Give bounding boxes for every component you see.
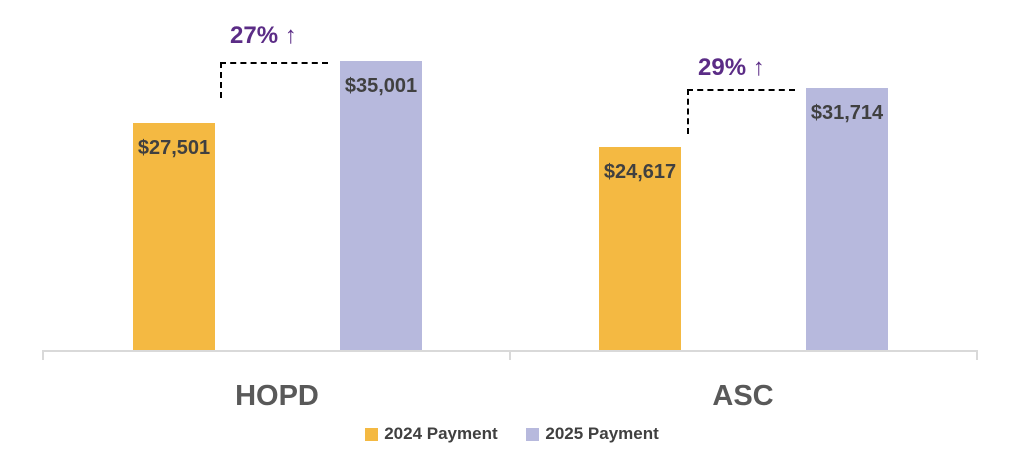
dashed-connector-hopd [220, 62, 328, 98]
value-label-hopd-2024: $27,501 [137, 137, 211, 159]
dashed-connector-asc [687, 89, 795, 134]
x-axis-tick [976, 350, 978, 360]
x-axis-tick [42, 350, 44, 360]
legend-label-2024: 2024 Payment [384, 424, 498, 443]
bar-asc-2024 [599, 147, 681, 350]
bar-asc-2025 [806, 88, 888, 350]
legend-item-2024: 2024 Payment [365, 424, 498, 444]
legend-swatch-2024 [365, 427, 379, 441]
legend: 2024 Payment 2025 Payment [0, 424, 1024, 446]
x-axis-tick [509, 350, 511, 360]
value-label-hopd-2025: $35,001 [344, 75, 418, 97]
legend-swatch-2025 [526, 427, 540, 441]
value-label-asc-2024: $24,617 [603, 161, 677, 183]
pct-increase-asc: 29% ↑ [698, 54, 765, 81]
value-label-asc-2025: $31,714 [810, 102, 884, 124]
bar-hopd-2025 [340, 61, 422, 350]
category-label-asc: ASC [712, 380, 774, 412]
category-label-hopd: HOPD [235, 380, 319, 412]
legend-item-2025: 2025 Payment [526, 424, 659, 444]
bar-hopd-2024 [133, 123, 215, 350]
pct-increase-hopd: 27% ↑ [230, 22, 297, 49]
legend-label-2025: 2025 Payment [545, 424, 659, 443]
